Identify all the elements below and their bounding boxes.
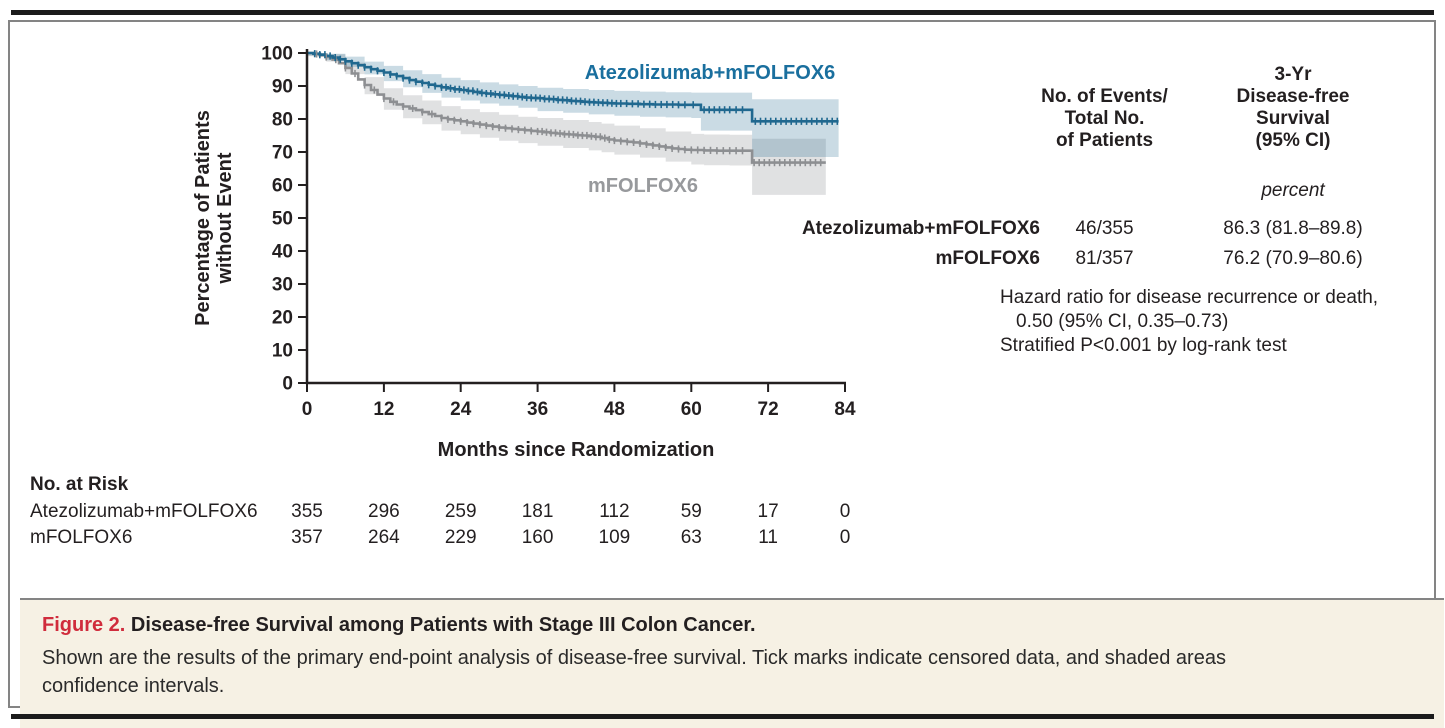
folfox-ci-band [307, 53, 826, 195]
folfox-censor-ticks [315, 50, 822, 167]
atezo-curve-label: Atezolizumab+mFOLFOX6 [585, 62, 836, 84]
km-chart: 0 10 20 30 40 50 60 70 80 90 100 0 12 24 36 48 60 72 84 Mon… [192, 44, 856, 462]
atezo-censor-ticks [313, 50, 839, 125]
y-tick-label: 80 [272, 110, 293, 131]
figure-caption: Figure 2. Disease-free Survival among Pa… [20, 598, 1444, 728]
x-axis-title: Months since Randomization [438, 439, 715, 461]
y-tick-label: 0 [282, 374, 293, 395]
x-tick-label: 12 [373, 399, 394, 420]
y-tick-label: 10 [272, 341, 293, 362]
y-tick-label: 100 [261, 44, 293, 65]
axes [305, 49, 846, 385]
x-tick-label: 84 [834, 399, 856, 420]
figure-frame: Figure 2. Disease-free Survival among Pa… [8, 20, 1444, 728]
caption-body-line2: confidence intervals. [42, 675, 225, 697]
y-tick-label: 50 [272, 209, 293, 230]
bottom-rule [11, 714, 1434, 719]
folfox-curve-label: mFOLFOX6 [588, 175, 698, 197]
x-tick-label: 24 [450, 399, 472, 420]
caption-body-line1: Shown are the results of the primary end… [42, 647, 1226, 669]
y-tick-label: 90 [272, 77, 293, 98]
y-tick-label: 70 [272, 143, 293, 164]
figure-label: Figure 2. [42, 614, 126, 636]
x-tick-label: 72 [758, 399, 779, 420]
y-tick-label: 40 [272, 242, 293, 263]
y-tick-label: 20 [272, 308, 293, 329]
caption-title-line: Figure 2. Disease-free Survival among Pa… [42, 612, 1420, 638]
y-tick-label: 60 [272, 176, 293, 197]
x-tick-label: 36 [527, 399, 548, 420]
y-tick-label: 30 [272, 275, 293, 296]
x-tick-label: 0 [302, 399, 313, 420]
y-axis-title: Percentage of Patientswithout Event [192, 110, 236, 326]
caption-title: Disease-free Survival among Patients wit… [130, 614, 756, 636]
top-rule [11, 10, 1434, 15]
x-tick-label: 48 [604, 399, 625, 420]
caption-body: Shown are the results of the primary end… [42, 644, 1420, 700]
x-tick-label: 60 [681, 399, 702, 420]
atezo-ci-band [307, 53, 839, 157]
